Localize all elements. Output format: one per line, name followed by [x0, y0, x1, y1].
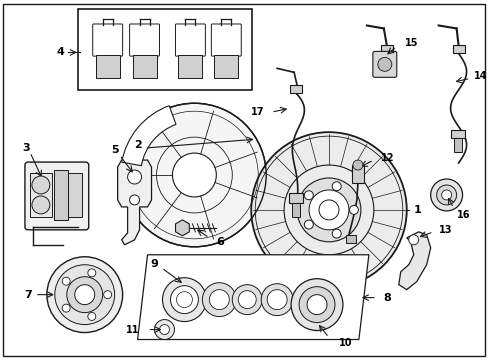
Circle shape: [55, 265, 114, 325]
Text: 1: 1: [413, 205, 421, 215]
FancyBboxPatch shape: [372, 51, 396, 77]
Circle shape: [172, 153, 216, 197]
Wedge shape: [122, 106, 176, 166]
Text: 14: 14: [472, 71, 486, 81]
Circle shape: [266, 290, 286, 310]
Text: 8: 8: [383, 293, 391, 303]
Polygon shape: [118, 160, 151, 245]
Circle shape: [331, 182, 341, 191]
Circle shape: [88, 269, 96, 277]
Circle shape: [349, 206, 358, 215]
Bar: [450, 130, 464, 138]
Circle shape: [122, 103, 265, 247]
Circle shape: [297, 178, 360, 242]
Circle shape: [32, 176, 50, 194]
Text: 10: 10: [338, 338, 352, 347]
Bar: [30, 173, 52, 217]
Circle shape: [129, 195, 139, 205]
Text: 16: 16: [456, 210, 469, 220]
Text: 11: 11: [126, 325, 139, 334]
Text: 7: 7: [24, 290, 32, 300]
Circle shape: [238, 291, 256, 309]
Polygon shape: [137, 255, 368, 339]
Circle shape: [318, 200, 338, 220]
Bar: [54, 170, 68, 220]
Circle shape: [290, 279, 342, 330]
Polygon shape: [398, 232, 430, 290]
Circle shape: [232, 285, 262, 315]
Bar: [351, 165, 363, 183]
Circle shape: [308, 190, 348, 230]
Circle shape: [284, 165, 373, 255]
Text: 12: 12: [380, 153, 393, 163]
Bar: [345, 235, 355, 243]
Circle shape: [377, 57, 391, 71]
Circle shape: [62, 304, 70, 312]
Text: 9: 9: [150, 259, 158, 269]
Circle shape: [261, 284, 292, 316]
Circle shape: [75, 285, 95, 305]
Circle shape: [251, 132, 406, 288]
Circle shape: [299, 287, 334, 323]
Circle shape: [209, 290, 229, 310]
Circle shape: [62, 277, 70, 285]
Circle shape: [159, 325, 169, 334]
Circle shape: [441, 190, 451, 200]
Circle shape: [170, 286, 198, 314]
Circle shape: [88, 312, 96, 320]
Bar: [68, 173, 81, 217]
Circle shape: [67, 277, 102, 312]
Text: 4: 4: [57, 48, 64, 57]
Text: 15: 15: [404, 39, 417, 48]
Circle shape: [103, 291, 111, 299]
Circle shape: [32, 196, 50, 214]
Bar: [178, 55, 202, 78]
Bar: [132, 55, 156, 78]
Bar: [452, 45, 464, 53]
Circle shape: [304, 220, 313, 229]
Text: 3: 3: [22, 143, 30, 153]
Bar: [78, 9, 252, 90]
Bar: [291, 203, 300, 217]
Bar: [453, 138, 461, 152]
Circle shape: [430, 179, 462, 211]
Bar: [214, 55, 238, 78]
Text: 13: 13: [438, 225, 451, 235]
Circle shape: [352, 160, 362, 170]
Bar: [289, 85, 302, 93]
Circle shape: [331, 229, 341, 238]
Circle shape: [408, 235, 418, 245]
FancyBboxPatch shape: [25, 162, 88, 230]
Circle shape: [162, 278, 206, 321]
Circle shape: [436, 185, 456, 205]
Bar: [288, 193, 303, 203]
Circle shape: [202, 283, 236, 316]
Text: 5: 5: [111, 145, 118, 155]
Circle shape: [127, 170, 141, 184]
Circle shape: [154, 320, 174, 339]
Circle shape: [47, 257, 122, 333]
Bar: [96, 55, 120, 78]
Text: 6: 6: [216, 237, 224, 247]
Text: 2: 2: [133, 140, 141, 150]
Circle shape: [306, 294, 326, 315]
Bar: [380, 45, 392, 53]
Text: 17: 17: [250, 107, 264, 117]
Circle shape: [304, 191, 313, 200]
